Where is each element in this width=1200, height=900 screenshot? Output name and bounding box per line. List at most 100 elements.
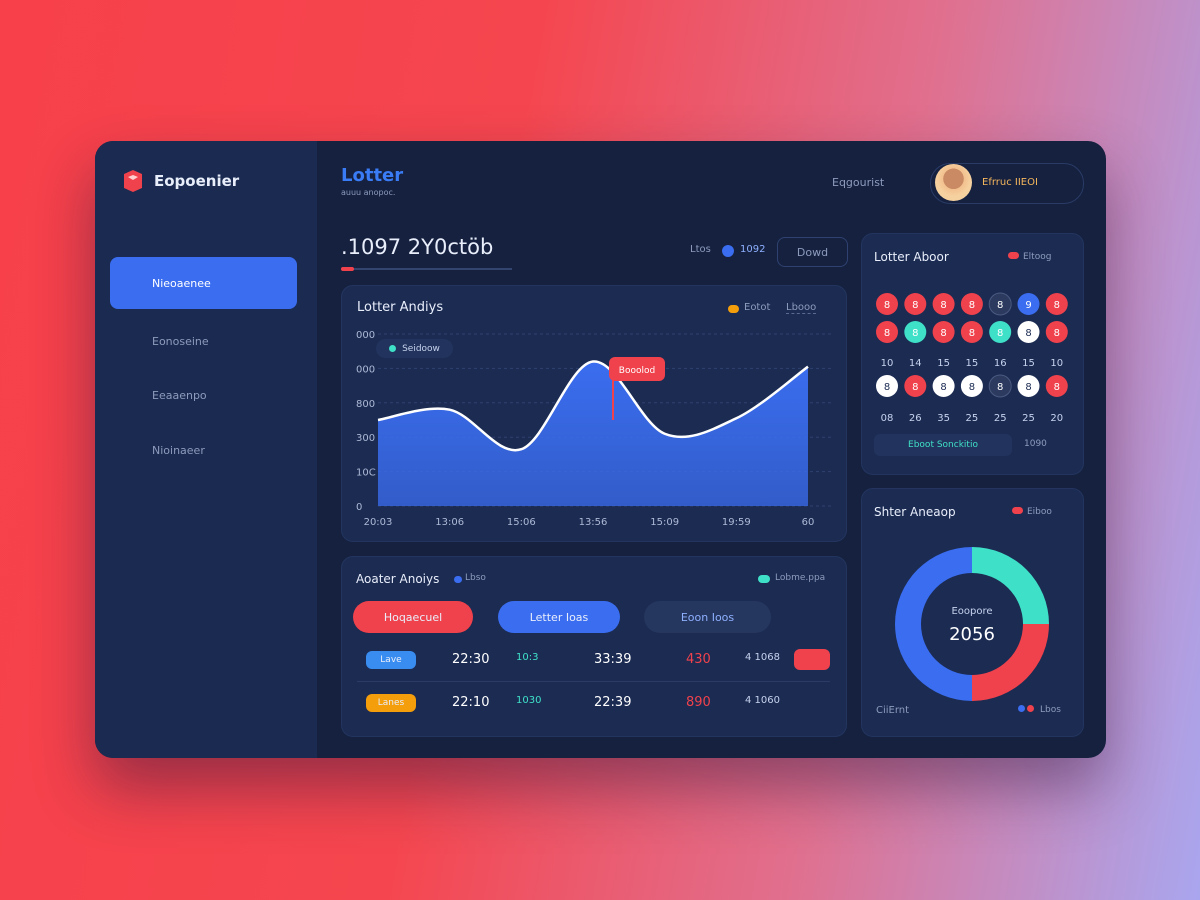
ball-label: 8	[884, 382, 890, 393]
nav-item[interactable]: Eeaaenpo	[152, 388, 207, 402]
row-badge: Lanes	[366, 694, 416, 712]
y-tick-label: 000	[356, 364, 375, 375]
ball	[1045, 321, 1068, 343]
y-tick-label: 000	[356, 330, 375, 341]
table-cell: 890	[686, 695, 711, 710]
ball	[904, 293, 927, 315]
x-tick-label: 15:06	[507, 517, 536, 528]
tooltip	[609, 357, 665, 381]
ball-label: 8	[940, 382, 946, 393]
ball	[1017, 293, 1040, 315]
stat-underline	[341, 268, 512, 270]
y-tick-label: 800	[356, 399, 375, 410]
donut-segment	[972, 547, 1049, 624]
avatar	[935, 164, 972, 201]
y-tick-label: 300	[356, 433, 375, 444]
ball-number: 20	[1050, 413, 1063, 424]
ball-label: 8	[997, 328, 1003, 339]
ball	[932, 293, 955, 315]
donut-segment	[895, 547, 972, 701]
table-cell: 10:3	[516, 652, 539, 663]
ball	[960, 321, 983, 343]
donut-center-label: Eoopore	[951, 606, 992, 617]
balls-legend: Eltoog	[1008, 252, 1051, 262]
y-tick-label: 0	[356, 502, 362, 513]
ball-label: 8	[997, 382, 1003, 393]
area-line	[377, 360, 809, 452]
donut-footer: CiiErnt	[876, 705, 910, 716]
ball	[1045, 375, 1068, 397]
legend-swatch	[1012, 507, 1023, 514]
tooltip-label: Booolod	[619, 366, 655, 376]
header-subtitle: auuu anopoc.	[341, 188, 396, 197]
nav-item[interactable]: Eonoseine	[152, 334, 209, 348]
user-name: Efrruc IIEOI	[982, 177, 1038, 188]
table-panel	[341, 556, 847, 737]
table-cell: 4 1068	[745, 652, 780, 663]
legend-swatch	[1008, 252, 1019, 259]
ball-label: 8	[1025, 382, 1031, 393]
donut-center-value: 2056	[949, 624, 995, 645]
badge-label: Seidoow	[402, 343, 440, 354]
ball-number: 15	[937, 358, 950, 369]
x-tick-label: 20:03	[364, 517, 393, 528]
donut-title: Shter Aneaop	[874, 505, 956, 519]
ball-number: 25	[994, 413, 1007, 424]
nav-item[interactable]: Nieoaenee	[110, 257, 297, 309]
table-title: Aoater Anoiys	[356, 572, 440, 586]
ball	[960, 293, 983, 315]
ball-number: 35	[937, 413, 950, 424]
table-cell: 33:39	[594, 652, 632, 667]
table-cell: 430	[686, 652, 711, 667]
ball-label: 8	[1025, 328, 1031, 339]
ball	[1045, 293, 1068, 315]
table-legend: Lobme.ppa	[775, 573, 826, 583]
ball	[876, 321, 898, 343]
balls-button[interactable]: Eboot Sonckitio	[874, 434, 1012, 456]
ball-label: 8	[940, 328, 946, 339]
ball	[904, 321, 927, 343]
ball	[1017, 321, 1040, 343]
ball-label: 8	[969, 328, 975, 339]
ball-number: 16	[994, 358, 1007, 369]
ball	[932, 321, 955, 343]
ball-number: 14	[909, 358, 922, 369]
tab[interactable]: Eoon Ioos	[644, 601, 771, 633]
ball	[876, 293, 898, 315]
ball	[1017, 375, 1040, 397]
ball-label: 8	[940, 300, 946, 311]
stat-value: .1097 2Y0ctöb	[341, 235, 494, 259]
row-divider	[357, 681, 830, 682]
user-pill[interactable]	[930, 163, 1084, 204]
tab[interactable]: Hoqaecuel	[353, 601, 473, 633]
table-cell: 4 1060	[745, 695, 780, 706]
ball-number: 15	[1022, 358, 1035, 369]
badge-dot	[389, 345, 397, 352]
ball-label: 8	[912, 300, 918, 311]
ball	[932, 375, 955, 397]
table-cell: 22:39	[594, 695, 632, 710]
donut-footer-legend: Lbos	[1018, 705, 1061, 715]
table-tag: Lbso	[465, 573, 486, 583]
brand-logo	[124, 170, 142, 192]
donut-segment	[972, 624, 1049, 701]
control-dot	[722, 245, 734, 257]
chart-title: Lotter Andiys	[357, 300, 444, 315]
ball-label: 9	[1025, 300, 1031, 311]
ball	[989, 321, 1012, 343]
ball	[988, 374, 1012, 398]
ball-label: 8	[969, 382, 975, 393]
tab[interactable]: Letter Ioas	[498, 601, 620, 633]
donut-legend: Eiboo	[1012, 507, 1052, 517]
ball-label: 8	[969, 300, 975, 311]
table-cell: 1030	[516, 695, 542, 706]
legend-label: Eotot	[744, 302, 771, 313]
x-tick-label: 15:09	[650, 517, 679, 528]
header-link[interactable]: Eqgourist	[832, 176, 885, 189]
table-cell: 22:10	[452, 695, 490, 710]
x-tick-label: 13:56	[579, 517, 608, 528]
nav-item[interactable]: Nioinaeer	[152, 443, 205, 457]
dropdown[interactable]: Dowd	[777, 237, 848, 267]
x-tick-label: 60	[802, 517, 815, 528]
